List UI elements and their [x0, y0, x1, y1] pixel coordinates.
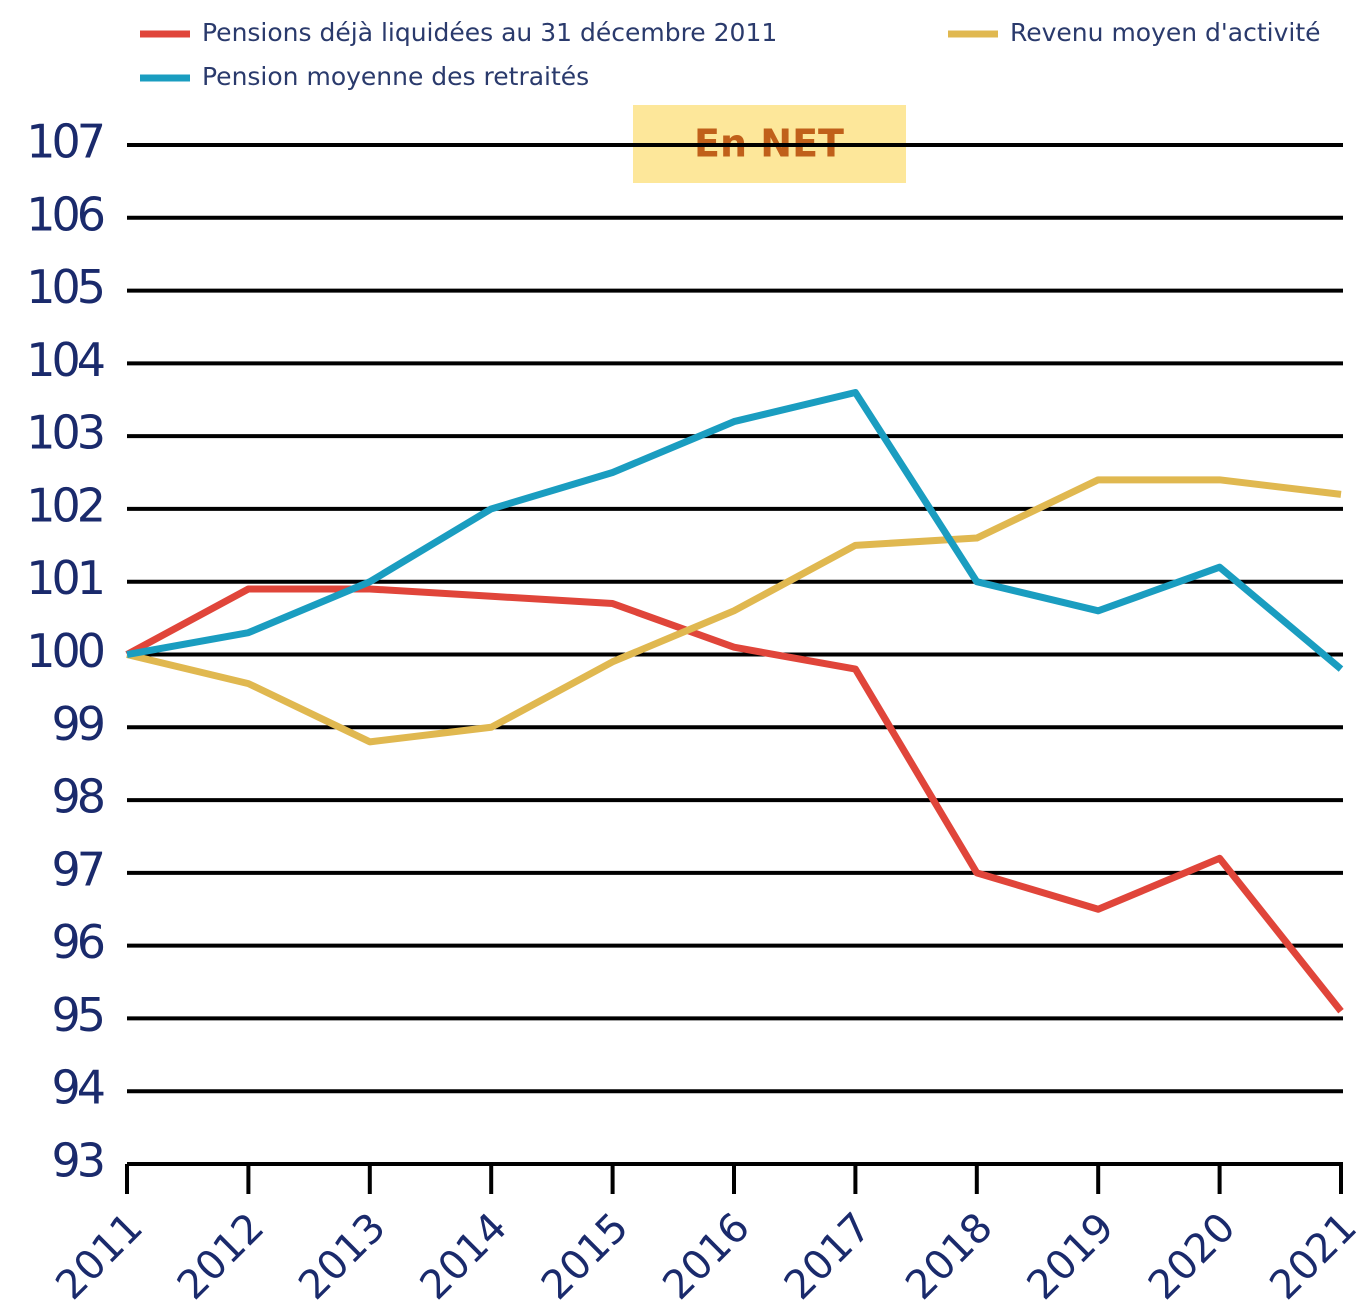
y-tick-label: 103 [26, 406, 103, 460]
y-tick-label: 93 [51, 1134, 102, 1188]
x-tick-label: 2019 [1019, 1204, 1124, 1309]
y-tick-label: 101 [26, 551, 103, 605]
y-tick-label: 98 [51, 770, 103, 824]
x-tick-label: 2021 [1261, 1204, 1359, 1309]
y-tick-label: 96 [51, 915, 103, 969]
y-tick-label: 105 [26, 260, 103, 314]
y-tick-label: 107 [26, 115, 103, 169]
x-tick-label: 2018 [897, 1204, 1002, 1309]
x-tick-label: 2013 [290, 1204, 395, 1309]
y-tick-label: 97 [51, 842, 102, 896]
legend-label: Pensions déjà liquidées au 31 décembre 2… [202, 18, 777, 47]
y-tick-label: 106 [26, 187, 104, 241]
x-tick-label: 2020 [1140, 1204, 1245, 1309]
x-tick-label: 2016 [654, 1204, 759, 1309]
legend-label: Pension moyenne des retraités [202, 62, 589, 91]
x-tick-label: 2014 [412, 1204, 517, 1309]
y-tick-label: 99 [51, 697, 103, 751]
y-tick-label: 100 [26, 624, 104, 678]
y-tick-label: 102 [26, 478, 102, 532]
legend-label: Revenu moyen d'activité [1010, 18, 1321, 47]
x-tick-label: 2012 [169, 1204, 274, 1309]
series-line [126, 388, 1344, 672]
series-line [126, 476, 1342, 746]
x-tick-label: 2011 [47, 1204, 152, 1309]
x-tick-label: 2017 [776, 1204, 881, 1309]
x-tick-label: 2015 [533, 1204, 638, 1309]
y-tick-label: 104 [26, 333, 104, 387]
y-tick-label: 94 [51, 1061, 103, 1115]
series-line [125, 585, 1344, 1014]
y-tick-label: 95 [51, 988, 102, 1042]
